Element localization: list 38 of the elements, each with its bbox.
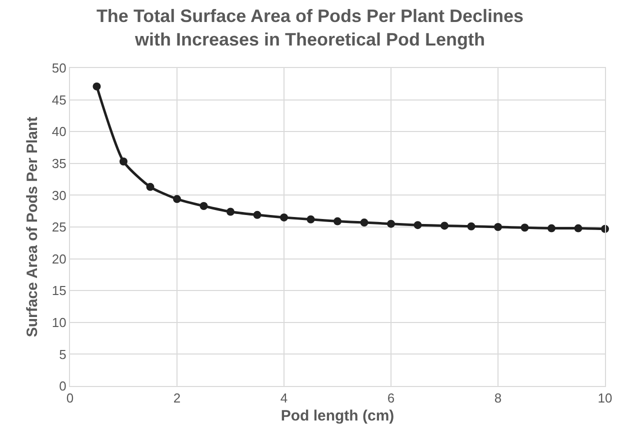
y-tick-label: 5 bbox=[59, 346, 66, 362]
chart-title: The Total Surface Area of Pods Per Plant Declines with Increases in Theoretical Pod Length bbox=[96, 6, 524, 50]
point bbox=[414, 221, 422, 230]
point bbox=[360, 218, 368, 227]
point bbox=[253, 210, 262, 219]
point bbox=[440, 222, 448, 230]
point bbox=[146, 182, 154, 191]
x-axis-title: Pod length (cm) bbox=[280, 408, 394, 425]
point bbox=[306, 215, 315, 224]
point bbox=[387, 220, 395, 228]
x-tick-label: 2 bbox=[173, 390, 181, 406]
y-tick-label: 40 bbox=[52, 124, 66, 140]
x-tick-label: 6 bbox=[387, 390, 395, 406]
point bbox=[173, 195, 181, 204]
x-tick-label: 10 bbox=[598, 390, 612, 406]
point bbox=[520, 224, 529, 232]
y-tick-label: 50 bbox=[52, 60, 66, 76]
x-tick-label: 4 bbox=[280, 390, 288, 406]
y-tick-label: 15 bbox=[52, 283, 66, 298]
point bbox=[494, 223, 502, 231]
point bbox=[334, 217, 342, 226]
point bbox=[467, 222, 476, 230]
y-tick-label: 25 bbox=[52, 220, 66, 235]
point bbox=[548, 224, 556, 232]
y-tick-label: 35 bbox=[52, 156, 66, 171]
y-tick-label: 10 bbox=[52, 314, 66, 330]
y-tick-label: 30 bbox=[52, 188, 66, 203]
y-axis-title: Surface Area of Pods Per Plant bbox=[24, 116, 42, 338]
point bbox=[574, 224, 582, 232]
y-tick-label: 45 bbox=[52, 92, 66, 108]
y-tick-label: 20 bbox=[52, 251, 66, 266]
y-tick-label: 0 bbox=[59, 378, 66, 394]
x-tick-label: 8 bbox=[494, 390, 502, 406]
point bbox=[92, 82, 101, 90]
point bbox=[226, 208, 234, 216]
point bbox=[280, 213, 288, 222]
point bbox=[200, 202, 208, 210]
point bbox=[120, 157, 128, 166]
